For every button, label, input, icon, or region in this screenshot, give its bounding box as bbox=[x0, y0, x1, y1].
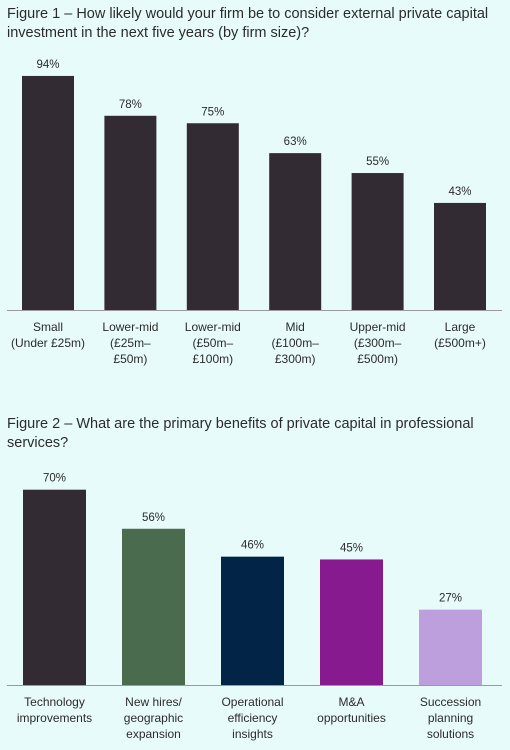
figure-2-title: Figure 2 – What are the primary benefits… bbox=[7, 416, 474, 451]
fig2-value-label-2: 56% bbox=[142, 512, 165, 524]
fig1-value-label-6: 43% bbox=[448, 186, 471, 198]
fig1-category-label-3: Lower-mid (£50m– £100m) bbox=[185, 320, 241, 366]
fig1-value-label-5: 55% bbox=[366, 156, 389, 168]
fig1-bars: 94% Small (Under £25m) 78% Lower-mid (£25m– £5… bbox=[11, 59, 486, 366]
fig2-category-label-1: Technology improvements bbox=[17, 695, 92, 725]
fig2-bar-4 bbox=[320, 559, 383, 685]
fig1-category-label-2: Lower-mid (£25m– £50m) bbox=[102, 320, 158, 366]
fig2-value-label-5: 27% bbox=[439, 593, 462, 605]
fig1-bar-4 bbox=[269, 153, 322, 310]
fig1-category-label-5: Upper-mid (£300m– £500m) bbox=[350, 320, 406, 366]
fig1-bar-5 bbox=[351, 173, 404, 310]
fig1-category-label-1: Small (Under £25m) bbox=[11, 320, 85, 350]
fig2-value-label-1: 70% bbox=[43, 473, 66, 485]
fig1-value-label-3: 75% bbox=[201, 106, 224, 118]
fig2-bar-5 bbox=[419, 609, 482, 685]
fig2-category-label-2: New hires/geographic expansion bbox=[124, 695, 183, 741]
fig1-value-label-1: 94% bbox=[36, 59, 59, 71]
figure-1-chart: 94% Small (Under £25m) 78% Lower-mid (£25m– £5… bbox=[7, 59, 502, 366]
fig2-value-label-4: 45% bbox=[340, 542, 363, 554]
fig1-bar-6 bbox=[434, 202, 486, 310]
fig2-category-label-5: Succession planning solutions bbox=[420, 695, 481, 741]
fig1-bar-2 bbox=[104, 115, 157, 310]
fig2-bars: 70% Technology improvements 56% New hires/ge… bbox=[17, 473, 482, 741]
fig2-bar-2 bbox=[122, 528, 185, 685]
fig1-category-label-4: Mid (£100m– £300m) bbox=[272, 320, 320, 366]
fig2-bar-1 bbox=[23, 489, 86, 685]
fig2-category-label-3: Operational efficiency insights bbox=[221, 695, 283, 741]
fig2-category-label-4: M&A opportunities bbox=[317, 695, 386, 725]
fig1-category-label-6: Large (£500m+) bbox=[434, 320, 486, 350]
fig2-value-label-3: 46% bbox=[241, 540, 264, 552]
fig1-bar-3 bbox=[186, 123, 239, 310]
fig2-bar-3 bbox=[221, 556, 284, 685]
figure-1-title: Figure 1 – How likely would your firm be… bbox=[7, 6, 489, 41]
fig1-bar-1 bbox=[22, 75, 74, 310]
fig1-value-label-2: 78% bbox=[119, 99, 142, 111]
fig1-value-label-4: 63% bbox=[284, 136, 307, 148]
